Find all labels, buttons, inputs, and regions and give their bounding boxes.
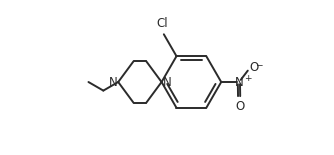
Text: −: − (255, 60, 262, 69)
Text: N: N (162, 75, 171, 89)
Text: O: O (235, 100, 245, 113)
Text: O: O (249, 61, 259, 74)
Text: N: N (235, 75, 244, 89)
Text: N: N (109, 75, 117, 89)
Text: Cl: Cl (156, 17, 168, 30)
Text: +: + (244, 73, 251, 83)
